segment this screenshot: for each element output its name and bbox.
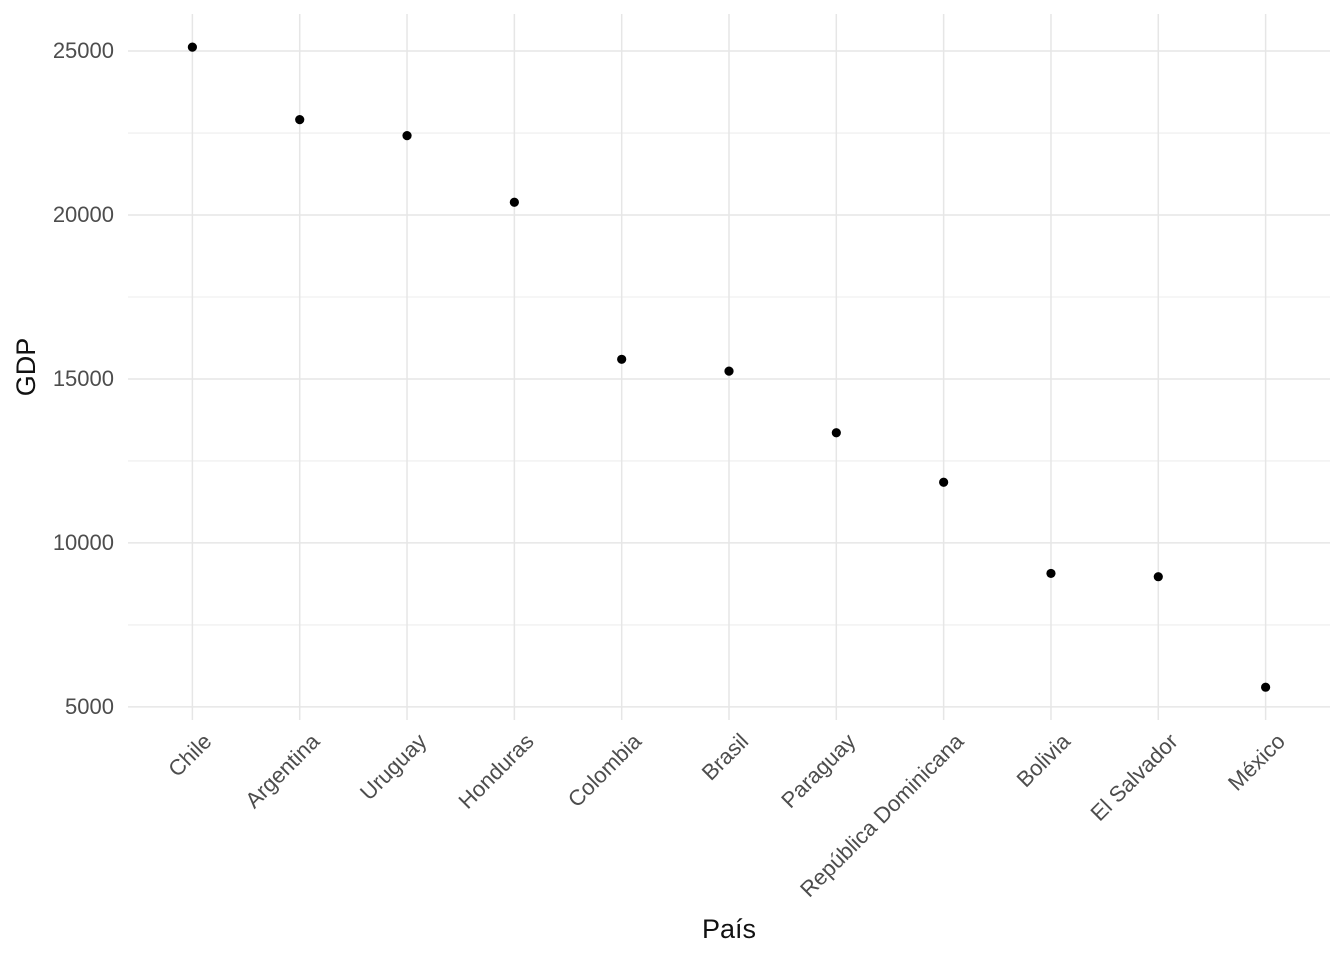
y-tick-label: 25000: [52, 38, 114, 64]
data-point: [1046, 568, 1056, 579]
data-point: [187, 42, 197, 52]
y-tick-label: 5000: [65, 693, 114, 719]
data-point: [509, 197, 519, 207]
y-tick-label: 10000: [52, 529, 114, 555]
data-point: [617, 354, 627, 364]
data-point: [1261, 682, 1271, 692]
y-tick-label: 20000: [52, 202, 114, 227]
y-tick-label: 15000: [52, 365, 114, 391]
data-point: [402, 131, 412, 141]
data-point: [831, 428, 841, 438]
x-axis-title: País: [701, 914, 757, 944]
data-point: [724, 366, 734, 376]
data-point: [1153, 572, 1163, 582]
y-axis-title: GDP: [11, 337, 41, 397]
data-point: [939, 477, 949, 487]
data-point: [295, 114, 305, 125]
